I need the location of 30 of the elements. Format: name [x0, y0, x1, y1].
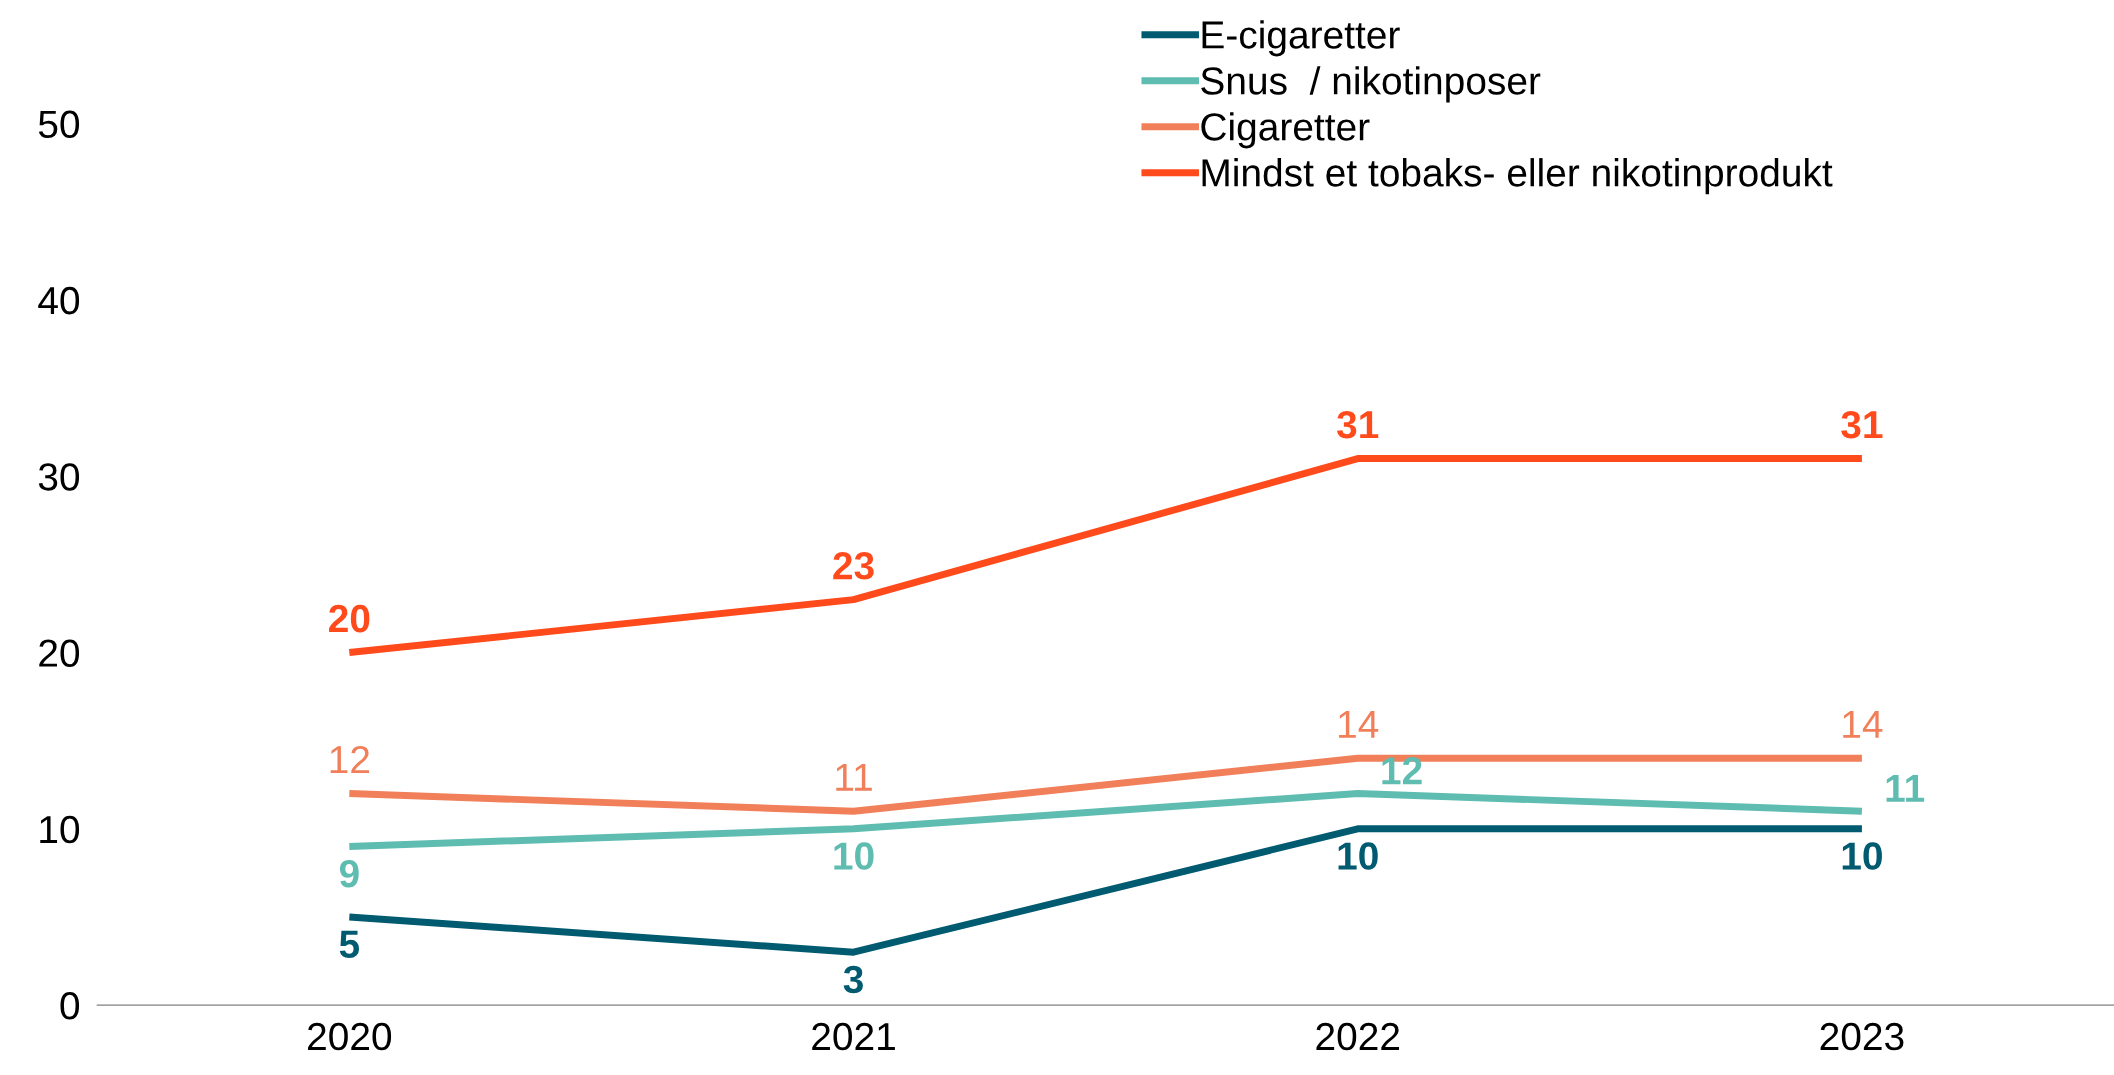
data-label: 3: [843, 965, 863, 994]
data-label: 10: [1842, 842, 1882, 870]
data-label: 5: [339, 930, 360, 958]
x-tick-label: 2023: [1820, 1022, 1904, 1051]
y-tick-label: 50: [38, 110, 80, 139]
data-label: 12: [1382, 757, 1422, 785]
x-tick-label: 2020: [308, 1022, 392, 1051]
data-label: 31: [1841, 410, 1883, 439]
x-tick-label: 2022: [1316, 1022, 1400, 1051]
data-label: 20: [329, 604, 370, 633]
data-label: 14: [1843, 711, 1883, 738]
y-tick-label: 10: [40, 815, 80, 844]
data-label: 14: [1339, 711, 1379, 738]
data-label: 11: [1886, 775, 1925, 802]
y-tick-label: 20: [39, 639, 80, 667]
x-tick-label: 2021: [812, 1022, 895, 1051]
data-label: 10: [834, 842, 874, 870]
legend-label: Mindst et tobaks- eller nikotinprodukt: [1202, 158, 1833, 195]
y-tick-label: 30: [38, 463, 80, 491]
data-label: 23: [833, 551, 874, 580]
legend-label: Cigaretter: [1201, 112, 1370, 149]
y-tick-label: 0: [60, 992, 80, 1020]
legend-label: E-cigaretter: [1202, 20, 1400, 57]
data-label: 9: [339, 859, 359, 888]
data-label: 10: [1338, 842, 1378, 870]
data-label: 12: [330, 745, 370, 774]
data-label: 31: [1336, 410, 1379, 439]
legend-label: Snus / nikotinposer: [1201, 66, 1541, 103]
y-tick-label: 40: [38, 286, 80, 315]
data-label: 11: [836, 763, 872, 791]
